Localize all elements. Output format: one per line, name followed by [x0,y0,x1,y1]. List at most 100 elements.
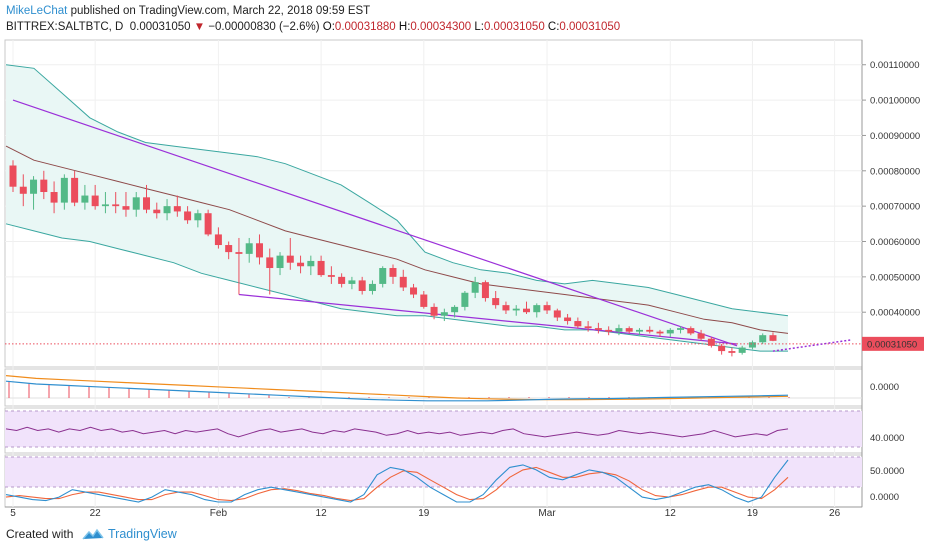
published-text: published on TradingView.com, March 22, … [70,5,371,17]
candle-body [399,276,407,288]
candle-body [163,206,171,214]
candle-body [574,321,582,327]
trendline [12,99,738,347]
x-tick-label: Feb [210,508,228,519]
footer: Created with TradingView [0,520,932,550]
candle-body [153,209,161,214]
candle-body [553,310,561,318]
x-tick-label: 19 [418,508,430,519]
candle-body [379,268,387,284]
candle-body [40,179,48,193]
y-tick-label: 0.00100000 [870,96,920,107]
candle-body [9,165,17,187]
tradingview-brand[interactable]: TradingView [108,527,177,541]
candle-body [327,275,335,277]
candle-body [481,282,489,299]
candle-body [50,192,58,203]
candle-body [533,305,541,313]
candle-body [338,276,346,284]
candle-body [687,328,695,334]
bollinger-upper-line [5,64,789,317]
last-price: 0.00031050 [129,21,191,33]
y-tick-label: 0.00080000 [870,166,920,177]
stoch-d-line [5,466,789,502]
candle-body [543,305,551,311]
y-tick-label: 0.00070000 [870,202,920,213]
candle-body [235,252,243,254]
created-with-text: Created with [6,527,74,541]
chart-canvas[interactable]: 0.00110000 0.00100000 0.00090000 0.00080000… [0,0,932,520]
x-tick-label: 19 [747,508,759,519]
close-value: 0.00031050 [559,21,621,33]
candle-body [143,197,151,210]
high-value: 0.00034300 [410,21,472,33]
last-price-tag [862,336,924,351]
candle-body [317,260,325,276]
candle-body [389,268,397,277]
candle-body [502,305,510,311]
candle-body [697,333,705,339]
candle-body [91,195,99,207]
author-link[interactable]: MikeLeChat [6,5,68,17]
stoch-tick-label: 50.0000 [870,466,904,477]
candle-body [461,292,469,307]
candle-body [255,243,263,258]
candle-body [122,206,130,210]
candle-body [368,283,376,291]
candle-body [471,282,479,293]
candle-body [204,213,212,235]
change-down-icon: ▼ [193,21,206,33]
candle-body [430,306,438,316]
candle-body [666,329,674,334]
ohlc-line: BITTREX:SALTBTC, D 0.00031050 ▼ −0.00000… [6,21,620,33]
stoch-k-line [5,459,789,503]
rsi-band [5,411,862,447]
last-price-label: 0.00031050 [867,339,917,350]
candle-body [605,329,613,332]
low-label: L: [474,21,484,33]
candle-body [769,335,777,341]
candle-body [71,177,79,203]
candle-body [615,328,623,332]
candle-body [492,298,500,306]
candle-body [81,195,89,203]
candle-body [718,345,726,352]
candle-body [297,262,305,267]
rsi-line [5,426,789,438]
publish-line: MikeLeChat published on TradingView.com,… [6,5,370,17]
candle-body [214,234,222,246]
candle-body [420,294,428,307]
candle-body [728,351,736,353]
candle-body [358,280,366,291]
x-tick-label: Mar [538,508,556,519]
candle-body [677,328,685,330]
y-tick-label: 0.00110000 [870,60,920,71]
open-label: O: [322,21,335,33]
candle-body [656,331,664,334]
candle-body [748,342,756,348]
candle-body [173,206,181,212]
candle-body [276,255,284,269]
candle-body [625,328,633,332]
macd-tick-label: 0.0000 [870,382,899,393]
bollinger-fill [6,64,788,352]
candle-body [307,260,315,267]
candle-body [635,329,643,332]
y-tick-label: 0.00040000 [870,308,920,319]
stoch-tick-label: 0.0000 [870,492,899,503]
price-change: −0.00000830 (−2.6%) [208,21,320,33]
projection-line [772,339,853,352]
candle-body [184,211,192,221]
x-tick-label: 12 [665,508,677,519]
candle-body [410,287,418,295]
bollinger-lower-line [5,223,788,352]
candle-body [19,186,27,194]
candle-body [225,245,233,253]
bollinger-basis-line [5,145,789,334]
candle-body [523,308,530,313]
candle-body [451,306,459,313]
tradingview-logo-icon [82,528,104,540]
candle-body [194,213,202,221]
open-value: 0.00031880 [334,21,396,33]
candle-body [348,280,356,284]
